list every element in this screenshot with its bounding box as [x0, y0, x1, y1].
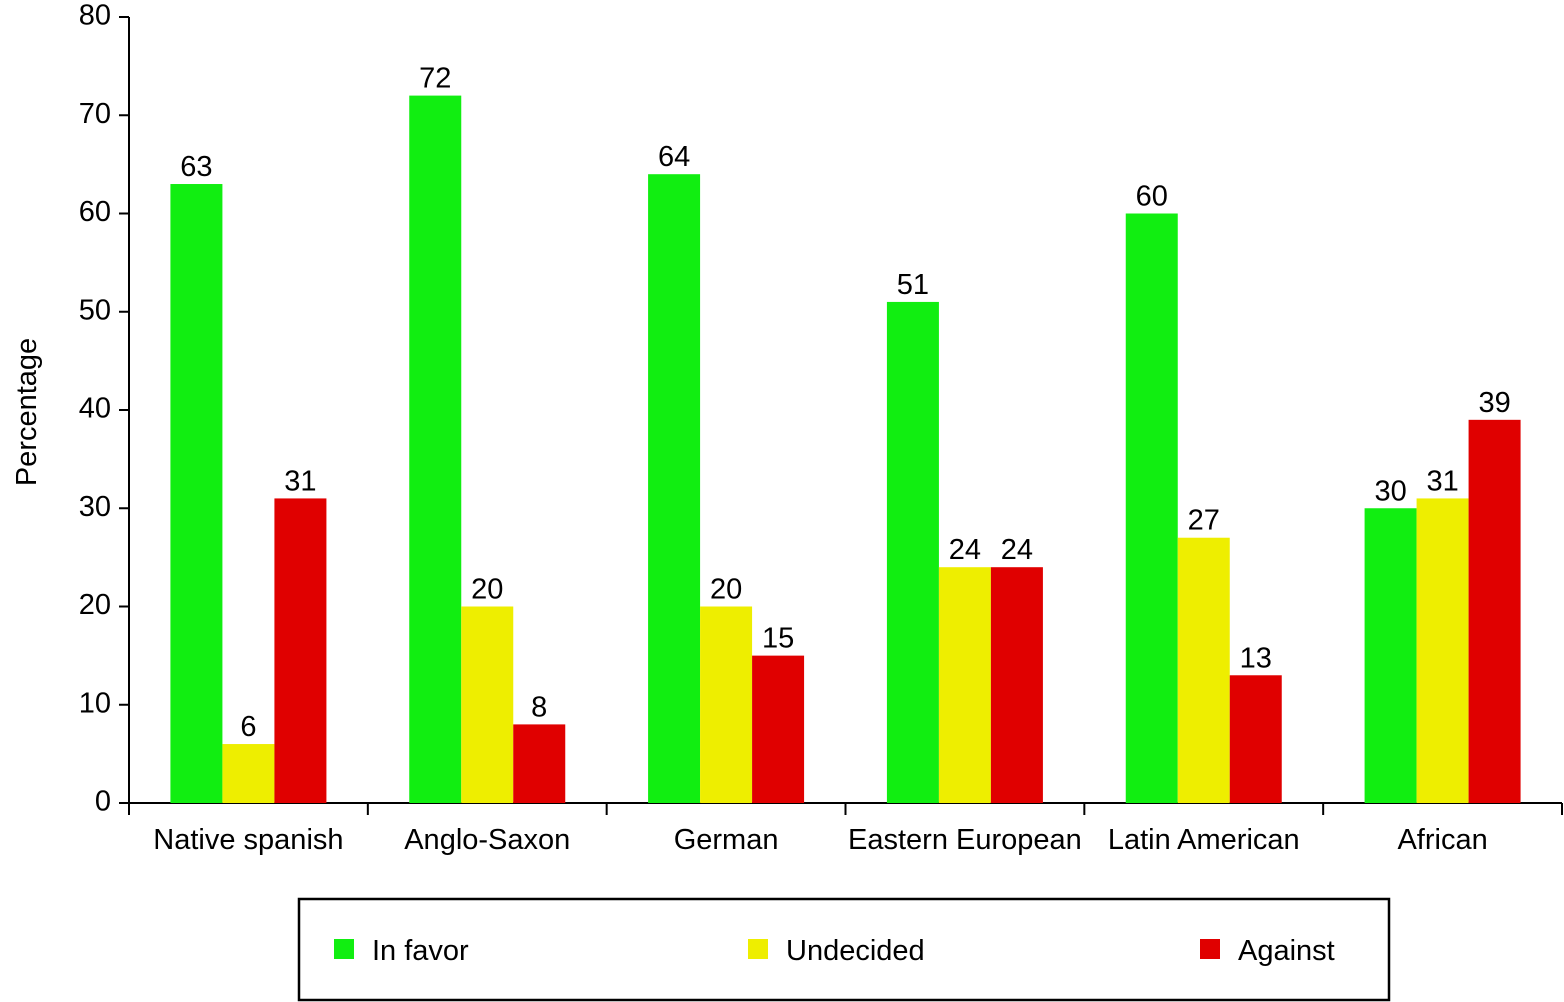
bar — [700, 606, 753, 803]
data-label: 31 — [1426, 465, 1458, 497]
data-label: 39 — [1478, 387, 1510, 419]
x-tick-label: Native spanish — [153, 824, 343, 856]
bar — [274, 498, 327, 803]
data-label: 51 — [897, 269, 929, 301]
data-label: 27 — [1188, 505, 1220, 537]
bar — [1229, 675, 1282, 803]
bar — [170, 184, 223, 803]
bar — [1416, 498, 1469, 803]
data-label: 8 — [531, 691, 547, 723]
y-tick-label: 10 — [79, 687, 111, 719]
y-tick-label: 40 — [79, 393, 111, 425]
bar — [938, 567, 991, 803]
legend-label: Against — [1238, 935, 1335, 967]
legend-label: In favor — [372, 935, 469, 967]
bar — [1177, 537, 1230, 803]
data-label: 72 — [419, 63, 451, 95]
legend-label: Undecided — [786, 935, 925, 967]
bar — [513, 724, 566, 803]
x-tick-label: African — [1397, 824, 1487, 856]
data-label: 6 — [240, 711, 256, 743]
y-tick-label: 50 — [79, 294, 111, 326]
data-label: 63 — [180, 151, 212, 183]
bar — [1468, 419, 1521, 803]
data-label: 20 — [471, 574, 503, 606]
x-tick-label: German — [674, 824, 779, 856]
legend-swatch — [1200, 939, 1220, 959]
data-label: 24 — [1001, 534, 1033, 566]
y-tick-label: 30 — [79, 491, 111, 523]
data-label: 20 — [710, 574, 742, 606]
bar — [752, 655, 805, 803]
legend-swatch — [334, 939, 354, 959]
bar — [1125, 213, 1178, 803]
y-tick-label: 0 — [95, 786, 111, 818]
bar — [990, 567, 1043, 803]
bar — [461, 606, 514, 803]
data-label: 64 — [658, 141, 690, 173]
data-label: 60 — [1136, 181, 1168, 213]
y-tick-label: 70 — [79, 98, 111, 130]
x-tick-label: Eastern European — [848, 824, 1082, 856]
bar — [648, 174, 701, 803]
bar — [886, 301, 939, 803]
y-axis-label: Percentage — [11, 338, 43, 486]
data-label: 30 — [1374, 475, 1406, 507]
y-tick-label: 80 — [79, 0, 111, 32]
bar — [1364, 508, 1417, 803]
data-label: 24 — [949, 534, 981, 566]
data-label: 31 — [284, 465, 316, 497]
data-label: 15 — [762, 623, 794, 655]
legend-box — [297, 897, 1391, 1002]
y-tick-label: 20 — [79, 589, 111, 621]
bar — [409, 95, 462, 804]
x-tick-label: Latin American — [1108, 824, 1300, 856]
y-tick-label: 60 — [79, 196, 111, 228]
data-label: 13 — [1240, 642, 1272, 674]
bar — [222, 744, 275, 803]
legend-swatch — [748, 939, 768, 959]
x-tick-label: Anglo-Saxon — [404, 824, 570, 856]
